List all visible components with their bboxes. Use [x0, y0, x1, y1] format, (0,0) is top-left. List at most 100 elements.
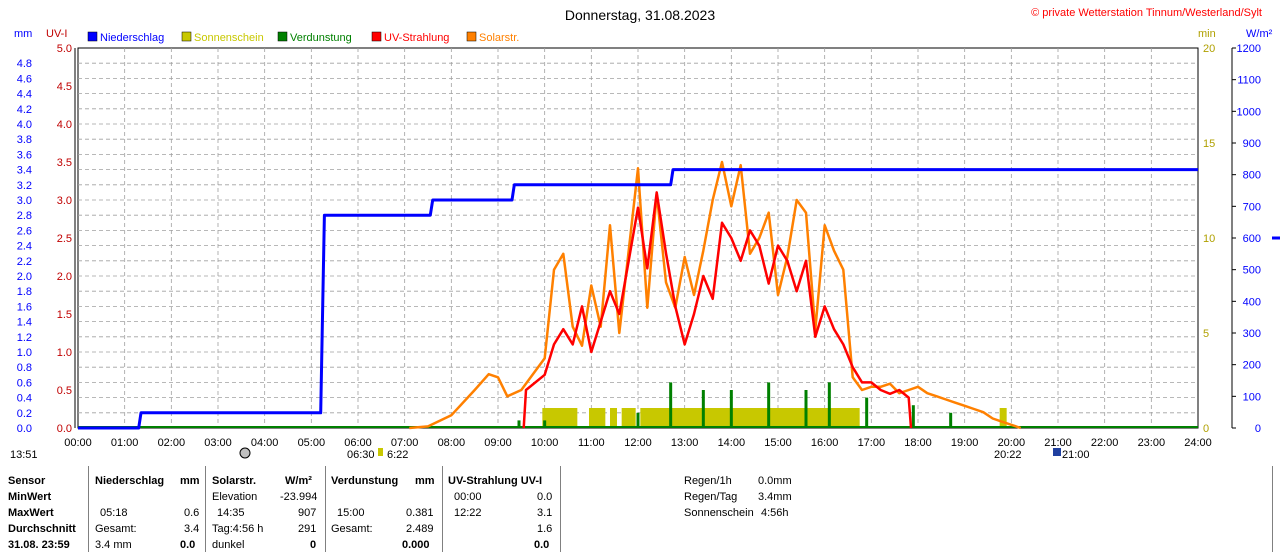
- rain-total-label: Gesamt:: [95, 523, 137, 535]
- tick-mm: 2.2: [17, 256, 32, 268]
- solar-max-value: 907: [298, 507, 317, 519]
- tick-x: 06:00: [344, 437, 372, 449]
- tick-mm: 2.4: [17, 241, 32, 253]
- tick-x: 03:00: [204, 437, 232, 449]
- evap-max-value: 0.381: [406, 507, 434, 519]
- tick-wm2: 1100: [1237, 75, 1261, 87]
- marker-dusk: 20:22: [994, 449, 1022, 461]
- sunshine-block: [589, 408, 606, 428]
- uv-title: UV-Strahlung UV-I: [448, 475, 543, 487]
- legend-label-3: UV-Strahlung: [384, 32, 449, 44]
- tick-mm: 1.4: [17, 317, 32, 329]
- tick-wm2: 200: [1243, 360, 1261, 372]
- rain-day-label: Regen/Tag: [684, 491, 738, 503]
- evap-current: 0.000: [402, 539, 430, 551]
- precipitation-line: [78, 168, 1198, 430]
- series: [78, 160, 1198, 430]
- tick-x: 18:00: [904, 437, 932, 449]
- sunshine-block: [610, 408, 617, 428]
- tick-x: 05:00: [298, 437, 326, 449]
- tick-mm: 3.6: [17, 149, 32, 161]
- tick-x: 19:00: [951, 437, 979, 449]
- tick-mm: 4.0: [17, 119, 32, 131]
- tick-labels: 4.8 4.6 4.4 4.2 4.0 3.8 3.6 3.4 3.2 3.0 2.8 2.6 2.4 2…: [17, 43, 1280, 449]
- tick-x: 15:00: [764, 437, 792, 449]
- tick-mm: 0.6: [17, 377, 32, 389]
- tick-wm2: 900: [1243, 138, 1261, 150]
- tick-mm: 0.0: [17, 423, 32, 435]
- rain-hour-value: 0.0mm: [758, 475, 792, 487]
- rain-title: Niederschlag: [95, 475, 165, 487]
- stats-max-label: MaxWert: [8, 507, 54, 519]
- stats-avg-label: Durchschnitt: [8, 523, 76, 535]
- tick-min: 10: [1203, 233, 1215, 245]
- sunshine-label: Sonnenschein: [684, 507, 754, 519]
- weather-chart: Donnerstag, 31.08.2023 © private Wetters…: [10, 7, 1280, 461]
- legend-swatch-2: [277, 31, 288, 42]
- sunshine-block: [999, 408, 1007, 428]
- solar-elevation-label: Elevation: [212, 491, 258, 503]
- tick-x: 12:00: [624, 437, 652, 449]
- tick-mm: 2.0: [17, 271, 32, 283]
- unit-mm: mm: [14, 28, 32, 40]
- unit-min: min: [1198, 28, 1216, 40]
- tick-mm: 4.8: [17, 58, 32, 70]
- tick-wm2: 1200: [1237, 43, 1261, 55]
- marker-dawn: 06:30: [347, 449, 375, 461]
- sunshine-block: [542, 408, 578, 428]
- solar-day-label: Tag:4:56 h: [212, 523, 264, 535]
- tick-x: 07:00: [391, 437, 419, 449]
- tick-mm: 2.6: [17, 225, 32, 237]
- stats-min-label: MinWert: [8, 491, 52, 503]
- rain-unit: mm: [180, 475, 200, 487]
- unit-uvi: UV-I: [46, 28, 67, 40]
- tick-x: 01:00: [111, 437, 139, 449]
- sunshine-value: 4:56h: [761, 507, 789, 519]
- marker-dawn-2: 6:22: [387, 449, 408, 461]
- moon-icon: [239, 447, 251, 459]
- rain-max-time: 05:18: [100, 507, 128, 519]
- uv-max-time: 12:22: [454, 507, 482, 519]
- tick-wm2: 1000: [1237, 106, 1261, 118]
- tick-uv: 0.5: [57, 385, 72, 397]
- tick-wm2: 400: [1243, 296, 1261, 308]
- tick-uv: 2.5: [57, 233, 72, 245]
- sunshine-block: [621, 408, 636, 428]
- tick-mm: 4.2: [17, 104, 32, 116]
- tick-uv: 1.5: [57, 309, 72, 321]
- tick-uv: 1.0: [57, 347, 72, 359]
- rain-day-value: 3.4 mm: [95, 539, 132, 551]
- tick-x: 00:00: [64, 437, 92, 449]
- tick-wm2: 100: [1243, 391, 1261, 403]
- tick-x: 24:00: [1184, 437, 1212, 449]
- chart-title: Donnerstag, 31.08.2023: [565, 7, 715, 23]
- tick-x: 22:00: [1091, 437, 1119, 449]
- tick-wm2: 0: [1255, 423, 1261, 435]
- stats-sensor-label: Sensor: [8, 475, 46, 487]
- uv-min-time: 00:00: [454, 491, 482, 503]
- marker-dusk-2: 21:00: [1062, 449, 1090, 461]
- tick-wm2: 500: [1243, 265, 1261, 277]
- solar-line: [409, 160, 1022, 430]
- rain-max-value: 0.6: [184, 507, 200, 519]
- tick-min: 5: [1203, 328, 1209, 340]
- tick-x: 10:00: [531, 437, 559, 449]
- tick-uv: 2.0: [57, 271, 72, 283]
- evap-total-label: Gesamt:: [331, 523, 373, 535]
- tick-mm: 0.8: [17, 362, 32, 374]
- tick-min: 0: [1203, 423, 1209, 435]
- rain-hour-label: Regen/1h: [684, 475, 732, 487]
- tick-mm: 1.8: [17, 286, 32, 298]
- tick-x: 16:00: [811, 437, 839, 449]
- tick-mm: 3.8: [17, 134, 32, 146]
- tick-x: 17:00: [858, 437, 886, 449]
- sunset-icon: [1053, 448, 1061, 456]
- tick-mm: 2.8: [17, 210, 32, 222]
- tick-min: 15: [1203, 138, 1215, 150]
- rain-day-total: 3.4mm: [758, 491, 792, 503]
- tick-x: 21:00: [1044, 437, 1072, 449]
- evap-unit: mm: [415, 475, 435, 487]
- tick-uv: 4.5: [57, 81, 72, 93]
- solar-avg-value: 291: [298, 523, 317, 535]
- legend: Niederschlag Sonnenschein Verdunstung UV-St…: [87, 31, 519, 44]
